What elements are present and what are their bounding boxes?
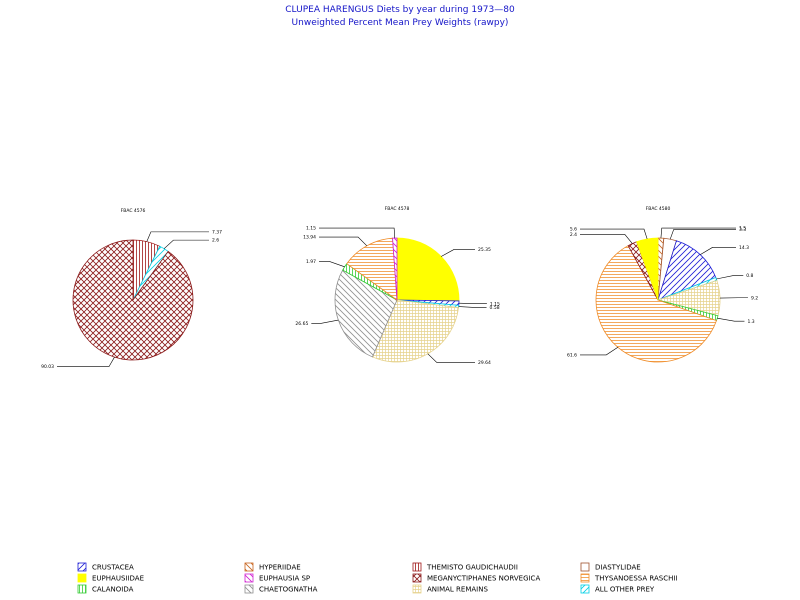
label-leader-line bbox=[458, 306, 487, 308]
label-leader-line bbox=[669, 229, 736, 240]
legend-swatch bbox=[244, 562, 254, 572]
label-leader-line bbox=[660, 227, 736, 239]
legend-item-chaetognatha: CHAETOGNATHA bbox=[244, 584, 318, 594]
chart-subtitle: Unweighted Percent Mean Prey Weights (ra… bbox=[292, 18, 509, 28]
pie-title: FBAC 4576 bbox=[121, 208, 146, 214]
legend-label: EUPHAUSIA SP bbox=[259, 575, 310, 583]
legend-label: CRUSTACEA bbox=[92, 564, 134, 572]
slice-label: 3.3 bbox=[739, 227, 746, 233]
legend-label: THYSANOESSA RASCHII bbox=[594, 575, 677, 583]
legend-swatch bbox=[244, 573, 254, 583]
legend-swatch bbox=[580, 562, 590, 572]
label-leader-line bbox=[311, 319, 339, 324]
legend-swatch bbox=[412, 573, 422, 583]
legend-swatch bbox=[77, 573, 87, 583]
chart-title: CLUPEA HARENGUS Diets by year during 197… bbox=[285, 5, 515, 15]
slice-label: 1.97 bbox=[306, 259, 316, 265]
legend-swatch bbox=[244, 584, 254, 594]
label-leader-line bbox=[146, 231, 209, 242]
legend-swatch bbox=[412, 562, 422, 572]
pie-title: FBAC 4578 bbox=[385, 206, 410, 212]
slice-label: 2.6 bbox=[212, 238, 219, 244]
label-leader-line bbox=[57, 356, 115, 367]
pie-title: FBAC 4580 bbox=[646, 206, 671, 212]
legend-label: CHAETOGNATHA bbox=[259, 586, 318, 594]
slice-label: 0.8 bbox=[746, 273, 753, 279]
legend-label: HYPERIIDAE bbox=[259, 564, 301, 572]
slice-label: 1.3 bbox=[747, 319, 754, 325]
slice-label: 13.94 bbox=[303, 235, 316, 241]
label-leader-line bbox=[580, 228, 648, 240]
pie-slice-euphausiidae bbox=[396, 237, 460, 302]
legend-label: MEGANYCTIPHANES NORVEGICA bbox=[427, 575, 540, 583]
legend-item-animal-remains: ANIMAL REMAINS bbox=[412, 584, 488, 594]
pie-slice-thysanoessa-raschii bbox=[346, 237, 398, 301]
pie-3: FBAC 4580 1.53.3 14.3 0.8 9.2 1.3 61.6 2.45.6 bbox=[567, 206, 758, 363]
slice-label: 5.6 bbox=[570, 227, 577, 233]
label-leader-line bbox=[441, 249, 475, 257]
pie-2: FBAC 457825.351.150.5829.6426.651.9713.9… bbox=[295, 206, 500, 366]
pie-slice-meganyctiphanes-norvegica bbox=[72, 239, 194, 361]
legend-swatch bbox=[580, 573, 590, 583]
legend-label: DIASTYLIDAE bbox=[595, 564, 641, 572]
slice-label: 25.35 bbox=[478, 247, 491, 253]
label-leader-line bbox=[319, 236, 368, 247]
legend: CRUSTACEA EUPHAUSIIDAE CALANOIDA HYPERIIDAE… bbox=[77, 562, 677, 594]
slice-label: 1.15 bbox=[306, 226, 316, 232]
label-leader-line bbox=[458, 302, 487, 304]
legend-item-diastylidae: DIASTYLIDAE bbox=[580, 562, 641, 572]
legend-item-themisto-gaudichaudii: THEMISTO GAUDICHAUDII bbox=[412, 562, 518, 572]
legend-label: THEMISTO GAUDICHAUDII bbox=[426, 564, 518, 572]
slice-label: 9.2 bbox=[751, 295, 758, 301]
legend-swatch bbox=[580, 584, 590, 594]
legend-label: ANIMAL REMAINS bbox=[427, 586, 488, 594]
pie-1: FBAC 4576 7.37 2.6 90.03 bbox=[41, 208, 222, 370]
label-leader-line bbox=[163, 239, 209, 249]
legend-item-euphausia-sp: EUPHAUSIA SP bbox=[244, 573, 310, 583]
slice-label: 1.5 bbox=[739, 226, 746, 232]
slice-label: 29.64 bbox=[478, 360, 491, 366]
legend-swatch bbox=[77, 584, 87, 594]
label-leader-line bbox=[319, 227, 396, 239]
pie-slice-crustacea bbox=[657, 240, 717, 301]
label-leader-line bbox=[580, 347, 619, 356]
legend-item-all-other-prey: ALL OTHER PREY bbox=[580, 584, 655, 594]
legend-swatch bbox=[77, 562, 87, 572]
slice-label: 61.6 bbox=[567, 352, 577, 358]
legend-label: EUPHAUSIIDAE bbox=[92, 575, 144, 583]
legend-swatch bbox=[412, 584, 422, 594]
label-leader-line bbox=[580, 234, 633, 244]
legend-item-meganyctiphanes-norvegica: MEGANYCTIPHANES NORVEGICA bbox=[412, 573, 540, 583]
slice-label: 14.3 bbox=[739, 245, 749, 251]
legend-item-calanoida: CALANOIDA bbox=[77, 584, 134, 594]
legend-item-thysanoessa-raschii: THYSANOESSA RASCHII bbox=[580, 573, 677, 583]
pie-slice-euphausiidae bbox=[636, 237, 659, 301]
slice-label: 2.4 bbox=[570, 232, 577, 238]
pie-slice-thysanoessa-raschii bbox=[595, 245, 717, 363]
label-leader-line bbox=[319, 261, 345, 268]
legend-item-euphausiidae: EUPHAUSIIDAE bbox=[77, 573, 144, 583]
legend-item-hyperiidae: HYPERIIDAE bbox=[244, 562, 301, 572]
legend-item-crustacea: CRUSTACEA bbox=[77, 562, 134, 572]
slice-label: 7.37 bbox=[212, 229, 222, 235]
slice-label: 1.15 bbox=[490, 301, 500, 307]
legend-label: ALL OTHER PREY bbox=[595, 586, 655, 594]
label-leader-line bbox=[700, 247, 736, 255]
legend-label: CALANOIDA bbox=[92, 586, 134, 594]
slice-label: 0.58 bbox=[490, 305, 500, 311]
label-leader-line bbox=[717, 317, 745, 322]
label-leader-line bbox=[427, 353, 475, 363]
label-leader-line bbox=[716, 275, 744, 280]
slice-label: 26.65 bbox=[295, 321, 308, 327]
slice-label: 90.03 bbox=[41, 364, 54, 370]
